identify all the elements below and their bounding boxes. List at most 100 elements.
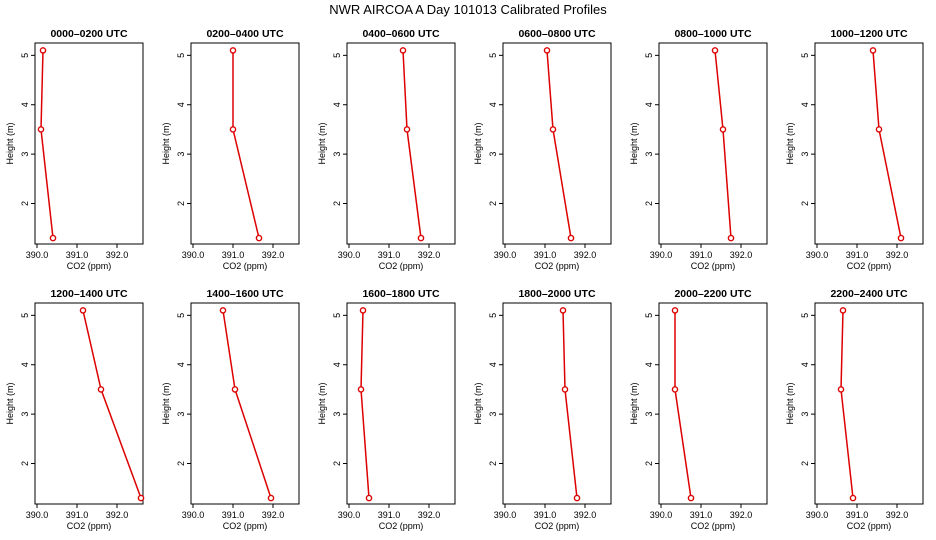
panel-title: 0800–1000 UTC: [674, 28, 751, 40]
profile-panel: 0400–0600 UTC 390.0 391.0 392.0 2 3 4 5 CO2 (ppm…: [317, 28, 456, 271]
y-tick-label: 4: [332, 102, 342, 107]
data-point: [219, 307, 227, 314]
y-tick-label: 3: [488, 152, 498, 157]
y-tick-label: 4: [488, 102, 498, 107]
y-axis-label: Height (m): [629, 122, 639, 164]
data-point: [671, 307, 679, 314]
x-tick-label: 391.0: [534, 250, 557, 260]
y-tick-label: 2: [644, 461, 654, 466]
x-tick-label: 392.0: [730, 250, 753, 260]
y-tick-label: 2: [20, 461, 30, 466]
panel-title: 2200–2400 UTC: [830, 288, 907, 300]
y-tick-label: 2: [488, 201, 498, 206]
y-tick-label: 3: [20, 152, 30, 157]
data-point: [39, 47, 47, 54]
y-tick-label: 5: [800, 313, 810, 318]
x-axis-label: CO2 (ppm): [691, 261, 736, 271]
data-point: [399, 47, 407, 54]
data-point: [849, 494, 857, 502]
data-point: [49, 234, 57, 242]
data-point: [559, 307, 567, 314]
panel-title: 0600–0800 UTC: [518, 28, 595, 40]
data-point: [719, 126, 727, 133]
x-tick-label: 392.0: [574, 510, 597, 520]
data-point: [711, 47, 719, 54]
data-point: [543, 47, 551, 54]
x-tick-label: 390.0: [650, 250, 673, 260]
plot-frame: [814, 302, 924, 505]
y-tick-label: 2: [332, 201, 342, 206]
profile-panel: 0200–0400 UTC 390.0 391.0 392.0 2 3 4 5 CO2 (ppm…: [161, 28, 300, 271]
y-tick-label: 5: [20, 53, 30, 58]
y-tick-label: 4: [800, 102, 810, 107]
data-point: [875, 126, 883, 133]
data-point: [671, 386, 679, 393]
y-tick-label: 2: [332, 461, 342, 466]
y-tick-label: 3: [176, 412, 186, 417]
x-tick-label: 392.0: [730, 510, 753, 520]
profile-panel: 2200–2400 UTC 390.0 391.0 392.0 2 3 4 5 CO2 (ppm…: [785, 288, 924, 531]
y-tick-label: 4: [20, 362, 30, 367]
figure-title: NWR AIRCOA A Day 101013 Calibrated Profi…: [329, 2, 607, 17]
y-axis-label: Height (m): [161, 382, 171, 424]
y-tick-label: 4: [800, 362, 810, 367]
x-axis-label: CO2 (ppm): [379, 521, 424, 531]
profile-line: [674, 310, 692, 499]
panel-title: 1600–1800 UTC: [362, 288, 439, 300]
y-tick-label: 5: [644, 313, 654, 318]
y-tick-label: 4: [488, 362, 498, 367]
data-point: [229, 126, 237, 133]
y-tick-label: 3: [800, 412, 810, 417]
plot-frame: [502, 302, 612, 505]
panel-title: 1000–1200 UTC: [830, 28, 907, 40]
plot-frame: [658, 42, 768, 245]
x-tick-label: 391.0: [690, 510, 713, 520]
data-point: [229, 47, 237, 54]
y-tick-label: 3: [800, 152, 810, 157]
y-axis-label: Height (m): [473, 382, 483, 424]
plot-frame: [814, 42, 924, 245]
x-axis-label: CO2 (ppm): [847, 261, 892, 271]
x-tick-label: 392.0: [418, 510, 441, 520]
panel-title: 1400–1600 UTC: [206, 288, 283, 300]
y-tick-label: 4: [176, 362, 186, 367]
y-tick-label: 2: [800, 201, 810, 206]
x-tick-label: 390.0: [494, 250, 517, 260]
y-tick-label: 5: [176, 53, 186, 58]
x-axis-label: CO2 (ppm): [535, 261, 580, 271]
y-tick-label: 2: [176, 201, 186, 206]
y-tick-label: 3: [644, 152, 654, 157]
plot-frame: [658, 302, 768, 505]
data-point: [549, 126, 557, 133]
data-point: [837, 386, 845, 393]
data-point: [359, 307, 367, 314]
x-axis-label: CO2 (ppm): [535, 521, 580, 531]
y-tick-label: 5: [332, 313, 342, 318]
y-tick-label: 2: [176, 461, 186, 466]
x-axis-label: CO2 (ppm): [223, 521, 268, 531]
profile-line: [360, 310, 370, 499]
plot-frame: [502, 42, 612, 245]
plot-frame: [34, 302, 144, 505]
y-tick-label: 4: [644, 102, 654, 107]
y-tick-label: 2: [488, 461, 498, 466]
x-tick-label: 390.0: [182, 250, 205, 260]
x-tick-label: 391.0: [66, 510, 89, 520]
x-tick-label: 391.0: [378, 510, 401, 520]
x-axis-label: CO2 (ppm): [379, 261, 424, 271]
plot-frame: [190, 42, 300, 245]
y-tick-label: 5: [488, 53, 498, 58]
data-point: [417, 234, 425, 242]
y-tick-label: 3: [332, 412, 342, 417]
y-axis-label: Height (m): [785, 382, 795, 424]
x-tick-label: 392.0: [886, 510, 909, 520]
profile-panel: 1400–1600 UTC 390.0 391.0 392.0 2 3 4 5 CO2 (ppm…: [161, 288, 300, 531]
profile-line: [714, 50, 732, 239]
data-point: [687, 494, 695, 502]
profile-line: [840, 310, 854, 499]
profile-line: [82, 310, 142, 499]
x-tick-label: 390.0: [494, 510, 517, 520]
data-point: [365, 494, 373, 502]
y-tick-label: 3: [332, 152, 342, 157]
